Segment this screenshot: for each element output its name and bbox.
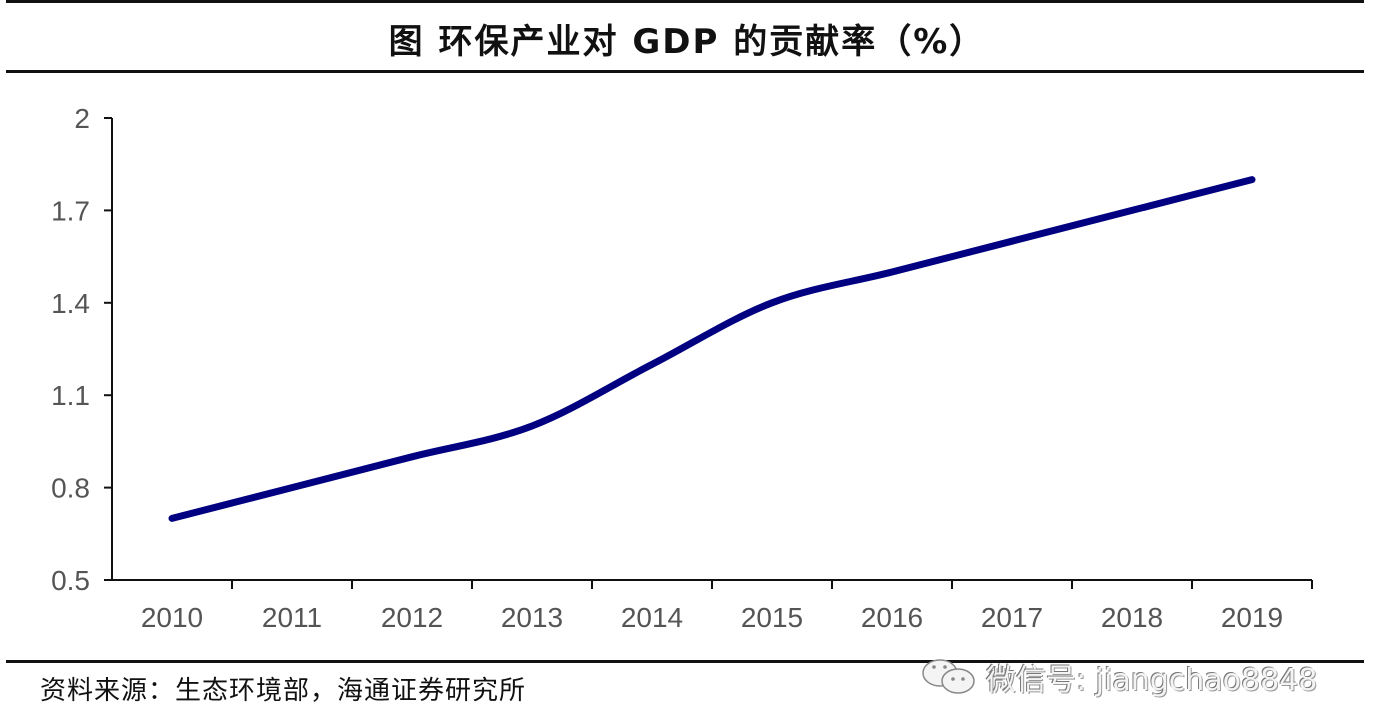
x-tick-label: 2017: [981, 602, 1043, 633]
chart-title: 图 环保产业对 GDP 的贡献率（%）: [388, 22, 986, 62]
series-line: [168, 176, 1256, 522]
bottom-rule: [6, 660, 1364, 663]
wechat-icon: [922, 659, 975, 694]
x-tick-label: 2012: [381, 602, 443, 633]
y-tick-label: 0.8: [51, 473, 90, 504]
y-tick-label: 0.5: [51, 565, 90, 596]
y-tick-label: 1.7: [51, 195, 90, 226]
top-rule: [6, 0, 1364, 3]
y-tick-label: 1.4: [51, 288, 90, 319]
y-tick-label: 1.1: [51, 380, 90, 411]
x-tick-label: 2019: [1221, 602, 1283, 633]
x-tick-label: 2013: [501, 602, 563, 633]
axes: [104, 118, 1312, 581]
y-tick-label: 2: [74, 103, 90, 134]
x-tick-label: 2010: [141, 602, 203, 633]
x-tick-label: 2015: [741, 602, 803, 633]
watermark-text: 微信号: jiangchao8848: [986, 663, 1318, 698]
title-rule: [6, 70, 1364, 73]
x-tick-label: 2014: [621, 602, 683, 633]
y-axis-ticks: 0.5 0.8 1.1 1.4 1.7 2: [51, 103, 112, 596]
series-group: [168, 176, 1256, 522]
line-chart: 0.50.81.11.41.72 2010 2011 2012 2013 2014 201…: [51, 103, 1313, 633]
watermark: 微信号: jiangchao8848: [920, 655, 1317, 699]
x-tick-label: 2016: [861, 602, 923, 633]
source-note: 资料来源：生态环境部，海通证券研究所: [40, 676, 527, 706]
x-tick-label: 2018: [1101, 602, 1163, 633]
x-axis-ticks: 2010 2011 2012 2013 2014 2015 2016 2017 2018 2019: [141, 580, 1313, 633]
x-tick-label: 2011: [262, 602, 322, 633]
